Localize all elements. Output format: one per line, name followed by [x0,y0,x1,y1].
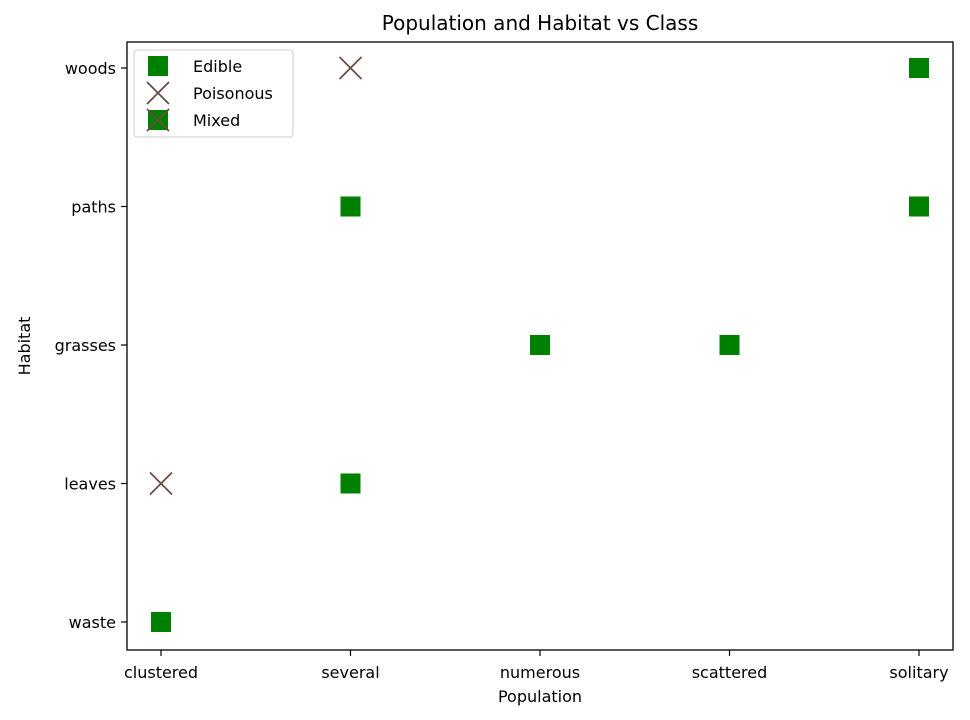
x-axis-label: Population [498,687,582,706]
y-tick-label: paths [71,198,116,217]
point-poisonous [338,56,363,80]
y-axis-label: Habitat [15,317,34,376]
y-tick-label: woods [65,59,116,78]
x-axis: clustered several numerous scattered solitar… [124,650,949,682]
y-axis: waste leaves grasses paths woods [55,59,127,632]
x-tick-label: numerous [500,663,580,682]
chart-title: Population and Habitat vs Class [382,11,699,35]
legend: Edible Poisonous Mixed [133,49,294,138]
point-edible [719,335,740,355]
y-tick-label: leaves [64,475,116,494]
legend-label-edible: Edible [193,57,242,76]
point-edible [151,612,171,632]
point-edible [909,58,929,78]
legend-marker-poisonous [146,81,170,105]
legend-label-mixed: Mixed [193,111,240,130]
legend-marker-edible [148,56,168,76]
x-tick-label: several [321,663,379,682]
point-poisonous [149,471,173,496]
x-tick-label: scattered [692,663,768,682]
data-points [149,56,929,632]
point-edible [340,473,361,494]
point-edible [530,335,550,355]
legend-label-poisonous: Poisonous [193,84,273,103]
legend-marker-mixed-cross [146,108,170,132]
x-tick-label: solitary [889,663,948,682]
y-tick-label: waste [69,613,116,632]
legend-box [133,49,294,138]
x-tick-label: clustered [124,663,198,682]
y-tick-label: grasses [55,336,116,355]
point-edible [340,196,361,217]
point-edible [909,196,929,217]
